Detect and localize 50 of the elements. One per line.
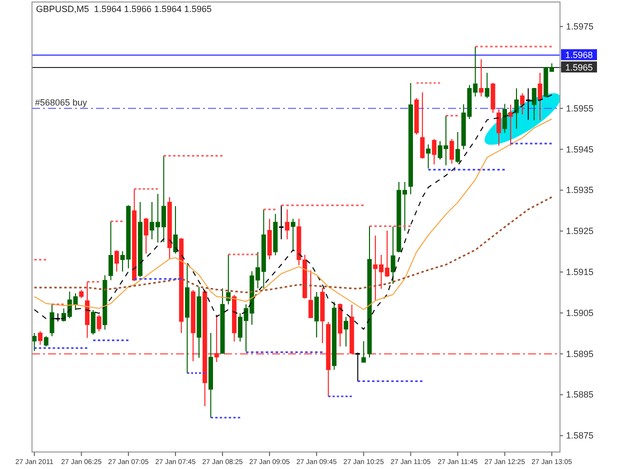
y-tick-label: 1.5925 [566,226,594,236]
ref-line-label: 1.5965 [565,62,593,72]
y-tick-label: 1.5875 [566,430,594,441]
y-tick-label: 1.5895 [566,348,594,359]
candlestick [538,72,542,121]
candlestick [426,144,431,169]
candlestick [290,218,296,251]
candlestick [214,314,219,362]
candlestick [390,226,396,284]
candlestick [420,92,425,160]
chart-title: GBPUSD,M5 1.5964 1.5966 1.5964 1.5965 [36,4,212,14]
y-tick-label: 1.5915 [566,267,594,277]
candlestick [496,108,502,146]
ref-line-label: #568065 buy [35,97,88,108]
candlestick [455,132,460,164]
y-tick-label: 1.5905 [566,308,594,318]
candlestick [226,254,231,305]
candlestick [50,304,54,337]
candlestick [355,352,360,382]
candlestick [344,316,348,347]
candlestick [96,314,102,332]
y-tick-label: 1.5945 [566,144,594,154]
candlestick [361,340,366,363]
y-tick-label: 1.5885 [566,390,594,400]
y-tick-label: 1.5975 [566,22,594,32]
y-tick-label: 1.5935 [566,185,594,196]
candlestick [450,138,454,164]
candlestick [520,92,525,115]
candlestick [38,330,42,346]
candlestick [308,270,313,318]
candlestick [514,88,519,130]
candlestick [484,72,490,99]
candlestick [108,220,114,281]
candlestick [144,218,148,254]
candlestick [32,332,37,352]
line-series [34,118,552,310]
candlestick [508,104,513,146]
candlestick [44,336,48,347]
candlestick [90,310,96,336]
candlestick [502,103,507,134]
y-tick-label: 1.5955 [566,103,594,114]
candlestick [114,250,119,272]
candlestick [478,58,484,97]
line-series [34,196,553,294]
ref-line-label: 1.5968 [565,50,593,60]
candlestick [279,204,284,240]
candlestick [173,206,178,254]
candlestick [532,87,536,121]
candlestick [284,208,290,240]
candlestick [432,138,436,165]
